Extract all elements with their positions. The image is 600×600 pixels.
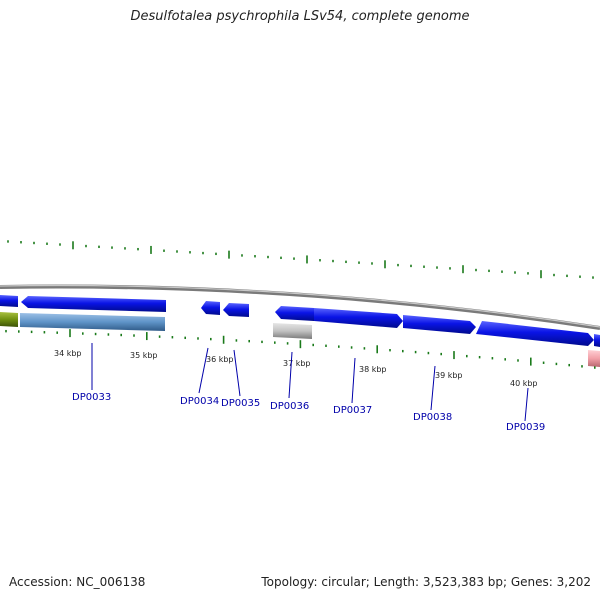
reverse-strand-genes	[0, 312, 600, 367]
forward-strand-genes	[0, 295, 600, 347]
kbp-label: 35 kbp	[130, 351, 158, 360]
gene-leader-line	[524, 387, 529, 422]
gene-leader-line	[351, 357, 356, 404]
gene-feature[interactable]	[476, 321, 594, 346]
scale-labels: 34 kbp 35 kbp 36 kbp 37 kbp 38 kbp 39 kbp 40 k…	[54, 349, 538, 388]
inner-tick-row	[5, 329, 596, 369]
kbp-label: 38 kbp	[359, 365, 387, 374]
kbp-label: 36 kbp	[206, 355, 234, 364]
gene-label[interactable]: DP0038	[413, 412, 452, 423]
gene-leader-line	[288, 351, 293, 399]
gene-leader-line	[198, 347, 209, 394]
gene-feature[interactable]	[21, 296, 166, 312]
gene-feature[interactable]	[0, 312, 18, 327]
gene-feature[interactable]	[594, 334, 600, 347]
gene-feature[interactable]	[273, 323, 312, 339]
gene-label[interactable]: DP0033	[72, 392, 111, 403]
gene-feature[interactable]	[275, 306, 314, 321]
gene-label[interactable]: DP0039	[506, 422, 545, 433]
gene-leader-line	[430, 365, 436, 411]
kbp-label: 39 kbp	[435, 371, 463, 380]
gene-feature[interactable]	[314, 308, 403, 328]
kbp-label: 34 kbp	[54, 349, 82, 358]
gene-label[interactable]: DP0037	[333, 405, 372, 416]
genome-backbone	[0, 284, 600, 330]
map-title: Desulfotalea psychrophila LSv54, complet…	[130, 9, 470, 24]
genome-backbone-highlight	[0, 284, 600, 328]
gene-feature[interactable]	[403, 315, 476, 334]
gene-label[interactable]: DP0036	[270, 401, 309, 412]
gene-label[interactable]: DP0035	[221, 398, 260, 409]
outer-tick-row	[7, 240, 594, 279]
genome-summary: Topology: circular; Length: 3,523,383 bp…	[261, 575, 591, 589]
gene-labels: DP0033 DP0034 DP0035 DP0036 DP0037 DP0038 DP00…	[72, 343, 545, 433]
gene-feature[interactable]	[20, 313, 165, 331]
kbp-label: 37 kbp	[283, 359, 311, 368]
kbp-label: 40 kbp	[510, 379, 538, 388]
gene-feature[interactable]	[223, 303, 249, 317]
gene-feature[interactable]	[588, 350, 600, 367]
gene-leader-line	[233, 349, 241, 397]
accession-label: Accession: NC_006138	[9, 575, 146, 589]
gene-feature[interactable]	[201, 301, 220, 315]
gene-feature[interactable]	[0, 295, 18, 307]
gene-label[interactable]: DP0034	[180, 396, 219, 407]
